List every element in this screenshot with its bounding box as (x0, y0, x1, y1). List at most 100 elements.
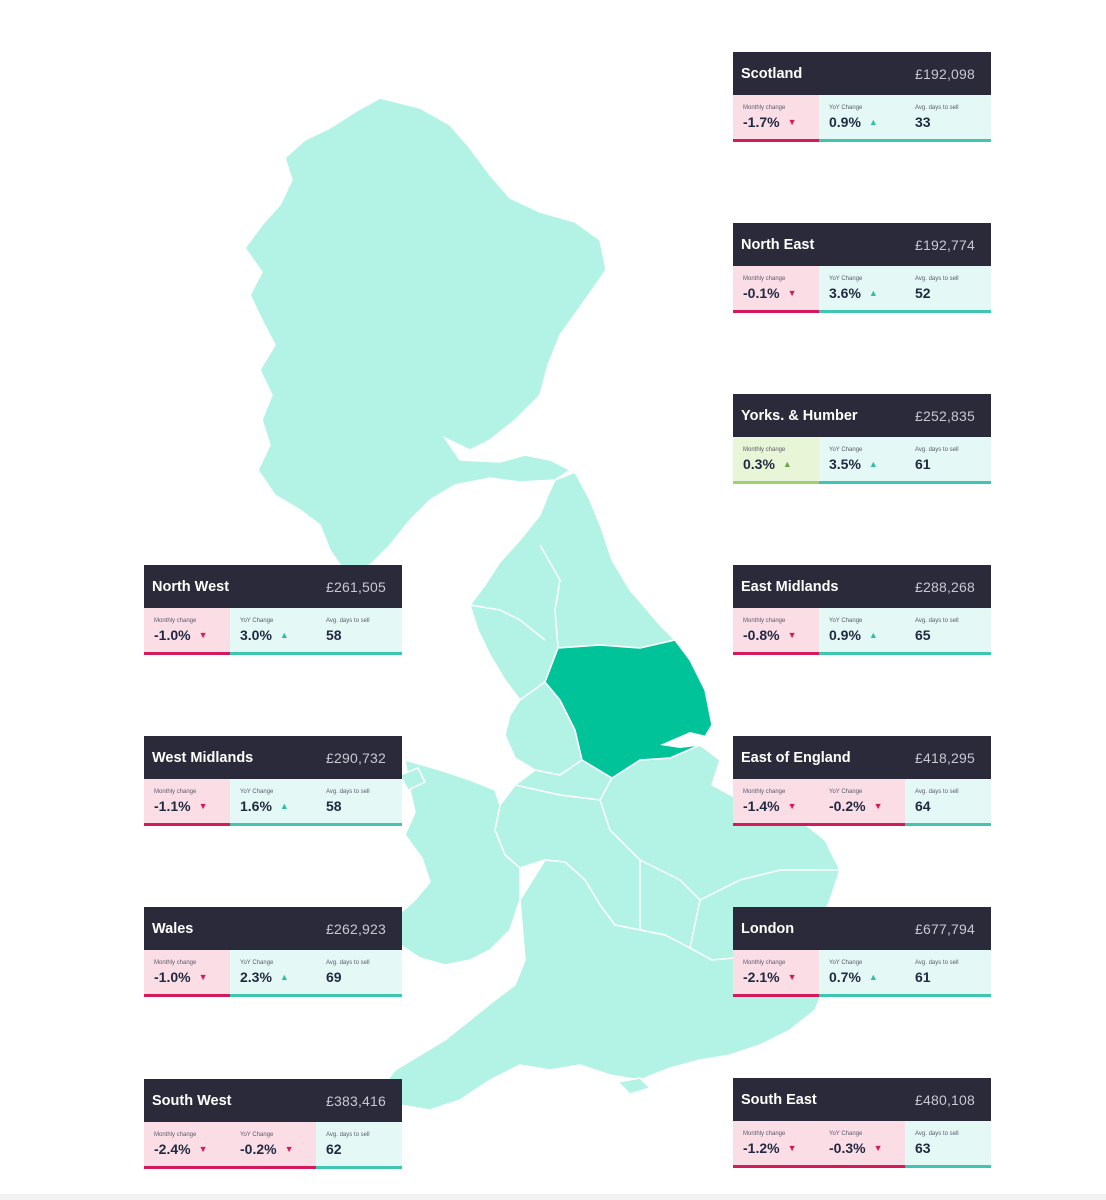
card-stats: Monthly change -1.4% ▼ YoY Change -0.2% ▼ Avg.… (733, 779, 991, 826)
region-price: £480,108 (915, 1091, 975, 1108)
yoy-change-cell: YoY Change -0.3% ▼ (819, 1121, 905, 1168)
avg-days-label: Avg. days to sell (915, 960, 959, 966)
card-stats: Monthly change -1.2% ▼ YoY Change -0.3% ▼ Avg.… (733, 1121, 991, 1168)
card-stats: Monthly change 0.3% ▲ YoY Change 3.5% ▲ Avg. d… (733, 437, 991, 484)
yoy-change-cell: YoY Change 3.0% ▲ (230, 608, 316, 655)
region-card-west-midlands[interactable]: West Midlands £290,732 Monthly change -1.1%… (144, 736, 402, 826)
region-card-london[interactable]: London £677,794 Monthly change -2.1% ▼ YoY Ch… (733, 907, 991, 997)
yoy-change-value: -0.2% (240, 1141, 277, 1157)
avg-days-cell: Avg. days to sell 62 (316, 1122, 402, 1169)
arrow-up-icon: ▲ (868, 972, 878, 982)
card-stats: Monthly change -2.1% ▼ YoY Change 0.7% ▲ Avg. … (733, 950, 991, 997)
monthly-change-label: Monthly change (154, 1132, 197, 1138)
monthly-change-cell: Monthly change 0.3% ▲ (733, 437, 819, 484)
arrow-up-icon: ▲ (868, 459, 878, 469)
yoy-change-cell: YoY Change 0.9% ▲ (819, 95, 905, 142)
monthly-change-cell: Monthly change -2.4% ▼ (144, 1122, 230, 1169)
map-region-scotland[interactable] (244, 97, 607, 573)
region-card-south-east[interactable]: South East £480,108 Monthly change -1.2% ▼ Yo… (733, 1078, 991, 1168)
monthly-change-value: -2.4% (154, 1141, 191, 1157)
card-header: North East £192,774 (733, 223, 991, 266)
region-price: £418,295 (915, 749, 975, 766)
map-isle-of-wight (616, 1077, 652, 1095)
yoy-change-value: 2.3% (240, 969, 272, 985)
avg-days-label: Avg. days to sell (915, 789, 959, 795)
monthly-change-label: Monthly change (743, 276, 786, 282)
yoy-change-value: 1.6% (240, 798, 272, 814)
yoy-change-cell: YoY Change 0.9% ▲ (819, 608, 905, 655)
map-region-wales-map[interactable] (394, 758, 521, 966)
region-card-yorks-humber[interactable]: Yorks. & Humber £252,835 Monthly change 0.3… (733, 394, 991, 484)
yoy-change-label: YoY Change (829, 618, 863, 624)
avg-days-cell: Avg. days to sell 64 (905, 779, 991, 826)
arrow-up-icon: ▲ (868, 117, 878, 127)
yoy-change-cell: YoY Change 1.6% ▲ (230, 779, 316, 826)
arrow-up-icon: ▲ (868, 630, 878, 640)
yoy-change-value: -0.2% (829, 798, 866, 814)
avg-days-label: Avg. days to sell (326, 789, 370, 795)
region-card-scotland[interactable]: Scotland £192,098 Monthly change -1.7% ▼ YoY … (733, 52, 991, 142)
region-card-north-east[interactable]: North East £192,774 Monthly change -0.1% ▼ Yo… (733, 223, 991, 313)
region-name: Wales (152, 920, 194, 937)
region-card-east-midlands[interactable]: East Midlands £288,268 Monthly change -0.8%… (733, 565, 991, 655)
map-region-south[interactable] (378, 859, 831, 1111)
avg-days-label: Avg. days to sell (915, 447, 959, 453)
arrow-up-icon: ▲ (279, 630, 289, 640)
bottom-strip (0, 1194, 1106, 1200)
region-name: North West (152, 578, 230, 595)
card-header: London £677,794 (733, 907, 991, 950)
region-card-south-west[interactable]: South West £383,416 Monthly change -2.4% ▼ Yo… (144, 1079, 402, 1169)
monthly-change-cell: Monthly change -0.8% ▼ (733, 608, 819, 655)
avg-days-label: Avg. days to sell (915, 105, 959, 111)
region-name: Scotland (741, 65, 803, 82)
region-price: £192,098 (915, 65, 975, 82)
avg-days-cell: Avg. days to sell 58 (316, 779, 402, 826)
card-header: South West £383,416 (144, 1079, 402, 1122)
arrow-down-icon: ▼ (787, 972, 797, 982)
region-name: West Midlands (152, 749, 254, 766)
yoy-change-cell: YoY Change 3.5% ▲ (819, 437, 905, 484)
avg-days-label: Avg. days to sell (326, 1132, 370, 1138)
monthly-change-value: -1.0% (154, 627, 191, 643)
avg-days-label: Avg. days to sell (915, 1131, 959, 1137)
yoy-change-value: 3.0% (240, 627, 272, 643)
arrow-down-icon: ▼ (787, 117, 797, 127)
monthly-change-cell: Monthly change -1.4% ▼ (733, 779, 819, 826)
arrow-down-icon: ▼ (787, 288, 797, 298)
region-price: £290,732 (326, 749, 386, 766)
avg-days-cell: Avg. days to sell 52 (905, 266, 991, 313)
arrow-down-icon: ▼ (284, 1144, 294, 1154)
monthly-change-cell: Monthly change -1.7% ▼ (733, 95, 819, 142)
arrow-down-icon: ▼ (787, 801, 797, 811)
monthly-change-value: -1.1% (154, 798, 191, 814)
region-name: London (741, 920, 795, 937)
arrow-up-icon: ▲ (782, 459, 792, 469)
region-card-east-of-england[interactable]: East of England £418,295 Monthly change -1.… (733, 736, 991, 826)
yoy-change-cell: YoY Change 3.6% ▲ (819, 266, 905, 313)
region-price: £192,774 (915, 236, 975, 253)
avg-days-value: 61 (915, 456, 931, 472)
yoy-change-label: YoY Change (829, 105, 863, 111)
yoy-change-label: YoY Change (829, 276, 863, 282)
yoy-change-value: 3.5% (829, 456, 861, 472)
yoy-change-label: YoY Change (829, 1131, 863, 1137)
avg-days-value: 33 (915, 114, 931, 130)
region-card-north-west[interactable]: North West £261,505 Monthly change -1.0% ▼ Yo… (144, 565, 402, 655)
region-card-wales[interactable]: Wales £262,923 Monthly change -1.0% ▼ YoY Cha… (144, 907, 402, 997)
yoy-change-label: YoY Change (829, 447, 863, 453)
card-stats: Monthly change -1.0% ▼ YoY Change 3.0% ▲ Avg. … (144, 608, 402, 655)
monthly-change-value: -1.0% (154, 969, 191, 985)
region-price: £677,794 (915, 920, 975, 937)
yoy-change-value: 3.6% (829, 285, 861, 301)
region-name: East of England (741, 749, 851, 766)
yoy-change-value: 0.9% (829, 627, 861, 643)
avg-days-cell: Avg. days to sell 69 (316, 950, 402, 997)
avg-days-cell: Avg. days to sell 65 (905, 608, 991, 655)
card-stats: Monthly change -2.4% ▼ YoY Change -0.2% ▼ Avg.… (144, 1122, 402, 1169)
monthly-change-cell: Monthly change -1.2% ▼ (733, 1121, 819, 1168)
yoy-change-label: YoY Change (240, 960, 274, 966)
avg-days-cell: Avg. days to sell 63 (905, 1121, 991, 1168)
monthly-change-value: -0.8% (743, 627, 780, 643)
monthly-change-cell: Monthly change -0.1% ▼ (733, 266, 819, 313)
monthly-change-value: -1.7% (743, 114, 780, 130)
